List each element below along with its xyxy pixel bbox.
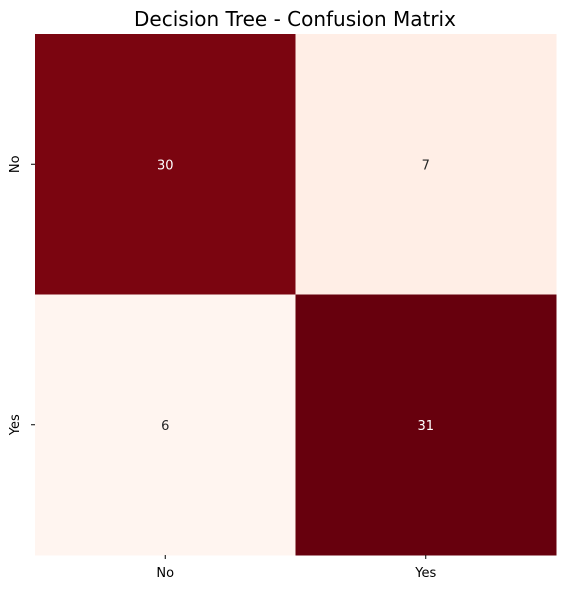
cell-value-r0-c1: 7 — [422, 158, 430, 173]
x-tick-label-0: No — [156, 566, 174, 581]
y-tick-label-1: Yes — [8, 414, 23, 436]
heatmap-cell-r0-c1 — [295, 34, 557, 295]
x-tick-label-1: Yes — [414, 566, 436, 581]
y-tick-label-0: No — [8, 155, 23, 173]
heatmap-cell-r0-c0 — [35, 34, 296, 295]
heatmap-cell-r1-c1 — [295, 294, 557, 556]
cell-value-r1-c0: 6 — [161, 419, 169, 434]
cell-value-r1-c1: 31 — [417, 419, 434, 434]
cell-value-r0-c0: 30 — [157, 158, 174, 173]
axis-ticks: No Yes No Yes — [8, 155, 436, 581]
chart-title: Decision Tree - Confusion Matrix — [134, 7, 456, 31]
heatmap-cell-r1-c0 — [35, 294, 296, 556]
heatmap-cells: 30 7 6 31 — [35, 34, 557, 556]
